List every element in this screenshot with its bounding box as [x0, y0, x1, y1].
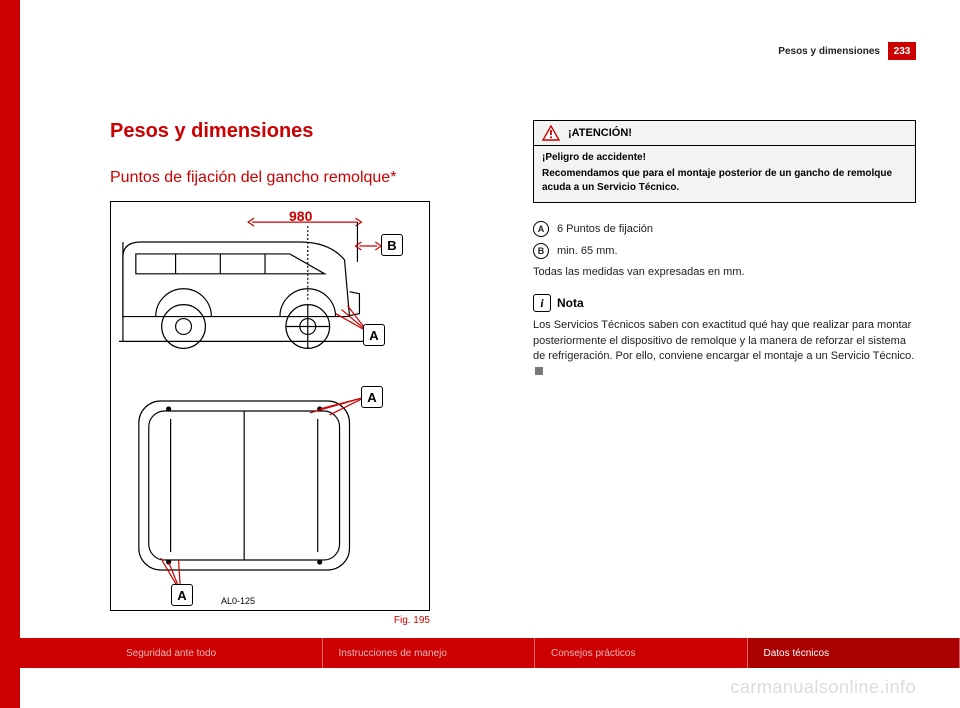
- attention-body-text: Recomendamos que para el montaje posteri…: [542, 167, 907, 194]
- attention-body: ¡Peligro de accidente! Recomendamos que …: [534, 146, 915, 202]
- attention-strong-line: ¡Peligro de accidente!: [542, 152, 907, 163]
- footer-tab-label-0: Seguridad ante todo: [126, 648, 216, 659]
- section-title: Pesos y dimensiones: [110, 120, 493, 143]
- figure-callout-a-top1: A: [361, 386, 383, 408]
- subsection-title: Puntos de fijación del gancho remolque*: [110, 169, 493, 187]
- footer-tab-label-1: Instrucciones de manejo: [339, 648, 447, 659]
- page-number-badge: 233: [888, 42, 916, 60]
- attention-box: ¡ATENCIÓN! ¡Peligro de accidente! Recome…: [533, 120, 916, 203]
- marker-text-b: min. 65 mm.: [557, 245, 618, 257]
- right-column: ¡ATENCIÓN! ¡Peligro de accidente! Recome…: [533, 120, 916, 618]
- footer-tab-label-3: Datos técnicos: [764, 648, 830, 659]
- header-section-label: Pesos y dimensiones: [778, 46, 880, 57]
- attention-label: ¡ATENCIÓN!: [568, 127, 632, 139]
- footer-tab-2[interactable]: Consejos prácticos: [535, 638, 748, 668]
- left-accent-bar: [0, 0, 20, 708]
- note-body-text: Los Servicios Técnicos saben con exactit…: [533, 319, 914, 362]
- footer-tabs: Seguridad ante todo Instrucciones de man…: [20, 638, 960, 668]
- note-header: i Nota: [533, 294, 916, 312]
- after-markers-text: Todas las medidas van expresadas en mm.: [533, 265, 916, 280]
- watermark: carmanualsonline.info: [730, 677, 916, 698]
- marker-badge-a: A: [533, 221, 549, 237]
- attention-header: ¡ATENCIÓN!: [534, 121, 915, 146]
- figure-callout-a-side: A: [363, 324, 385, 346]
- figure-callout-a-top2: A: [171, 584, 193, 606]
- figure-callout-b: B: [381, 234, 403, 256]
- figure-internal-code: AL0-125: [221, 596, 255, 606]
- marker-line-a: A 6 Puntos de fijación: [533, 221, 916, 237]
- footer-tab-1[interactable]: Instrucciones de manejo: [323, 638, 536, 668]
- note-body: Los Servicios Técnicos saben con exactit…: [533, 318, 916, 380]
- figure-caption: Fig. 195: [110, 615, 430, 626]
- marker-text-a: 6 Puntos de fijación: [557, 223, 653, 235]
- footer-tab-label-2: Consejos prácticos: [551, 648, 635, 659]
- footer-tab-3[interactable]: Datos técnicos: [748, 638, 960, 668]
- content-area: Pesos y dimensiones Puntos de fijación d…: [110, 120, 916, 618]
- footer-tab-0[interactable]: Seguridad ante todo: [110, 638, 323, 668]
- end-square-icon: [535, 367, 543, 375]
- footer-pad: [20, 638, 110, 668]
- marker-line-b: B min. 65 mm.: [533, 243, 916, 259]
- left-column: Pesos y dimensiones Puntos de fijación d…: [110, 120, 493, 618]
- warning-icon: [542, 125, 560, 141]
- figure-dimension-value: 980: [289, 208, 312, 224]
- note-label: Nota: [557, 296, 584, 310]
- info-icon: i: [533, 294, 551, 312]
- figure-box: 980 B A A A AL0-125: [110, 201, 430, 611]
- marker-badge-b: B: [533, 243, 549, 259]
- page-header: Pesos y dimensiones 233: [778, 42, 916, 60]
